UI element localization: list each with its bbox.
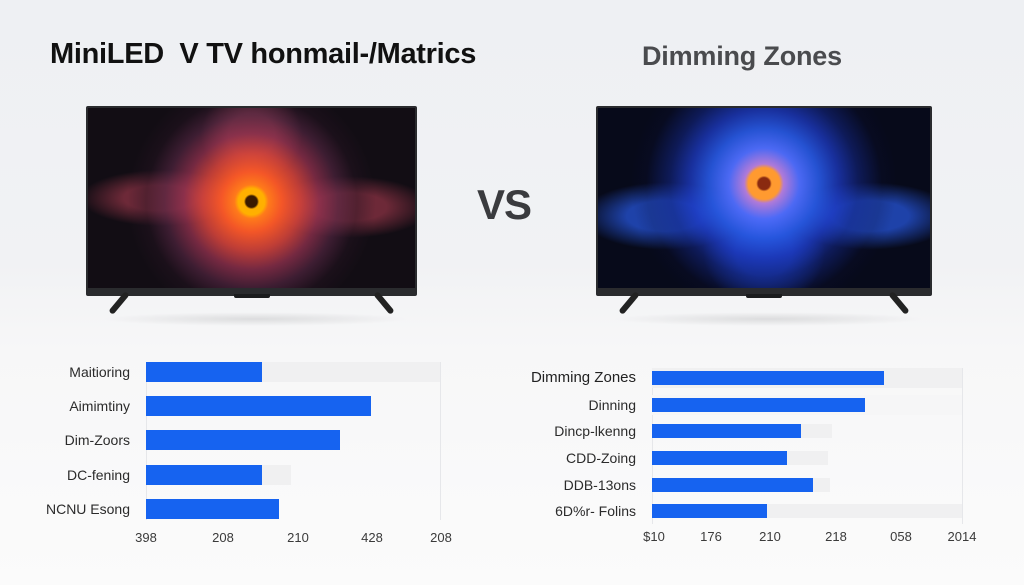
y-axis-line	[652, 368, 653, 524]
tv-left-logo-tab	[233, 294, 270, 298]
bar	[652, 424, 801, 438]
tv-left-bezel	[86, 106, 417, 296]
bar-chart-right: Dimming Zones Dinning Dincp-lkenng CDD-Z…	[531, 368, 976, 544]
x-tick-label: 208	[430, 530, 452, 545]
bar	[146, 499, 279, 519]
category-label: Dimming Zones	[530, 369, 636, 386]
x-tick-label: 398	[135, 530, 157, 545]
bar	[146, 430, 340, 450]
bar	[652, 398, 865, 412]
x-tick-label: $10	[643, 529, 665, 544]
bar	[146, 396, 371, 416]
chart-row: DDB-13ons	[564, 475, 962, 495]
vs-label: VS	[477, 181, 532, 228]
x-tick-label: 058	[890, 529, 912, 544]
bar	[146, 465, 262, 485]
chart-row: Dim-Zoors	[65, 430, 440, 450]
bar	[146, 362, 262, 382]
right-grid-line	[440, 362, 441, 520]
category-label: CDD-Zoing	[565, 450, 636, 466]
bar	[652, 371, 884, 385]
x-tick-label: 2014	[947, 529, 977, 544]
x-tick-label: 210	[287, 530, 309, 545]
category-label: Dinning	[588, 397, 636, 413]
tv-right-logo-tab	[746, 294, 782, 298]
tv-right-shadow	[610, 312, 926, 326]
x-tick-label: 208	[212, 530, 234, 545]
category-label: DDB-13ons	[563, 477, 636, 493]
bar	[652, 451, 787, 465]
tv-right-bezel	[596, 106, 932, 296]
bar	[652, 478, 813, 492]
title-left: MiniLED V TV honmail-/Matrics	[50, 38, 477, 70]
bar-chart-left: Maitioring Aimimtiny Dim-Zoors DC-fening…	[46, 362, 452, 545]
category-label: Dim-Zoors	[64, 432, 130, 448]
chart-row: Dincp-lkenng	[554, 421, 962, 441]
category-label: 6D%r- Folins	[555, 503, 636, 519]
chart-row: Dimming Zones	[531, 368, 962, 388]
bar	[652, 504, 767, 518]
category-label: Maitioring	[69, 364, 130, 380]
chart-row: DC-fening	[67, 465, 440, 485]
chart-row: CDD-Zoing	[566, 448, 962, 468]
x-tick-label: 218	[825, 529, 847, 544]
tv-left	[86, 106, 417, 316]
chart-row: 6D%r- Folins	[555, 501, 962, 521]
tv-left-shadow	[100, 312, 410, 326]
chart-row: Maitioring	[69, 362, 440, 382]
chart-row: Dinning	[589, 395, 962, 415]
category-label: Aimimtiny	[69, 398, 130, 414]
category-label: NCNU Esong	[45, 501, 130, 517]
right-grid-line	[962, 368, 963, 524]
tv-left-screen-flower-image	[88, 108, 415, 288]
title-right: Dimming Zones	[642, 41, 842, 71]
x-tick-label: 210	[759, 529, 781, 544]
tv-right	[596, 106, 932, 316]
tv-right-screen-flower-image	[598, 108, 930, 288]
x-tick-label: 176	[700, 529, 722, 544]
chart-row: NCNU Esong	[46, 499, 440, 519]
chart-row: Aimimtiny	[69, 396, 440, 416]
category-label: DC-fening	[66, 467, 130, 483]
x-tick-label: 428	[361, 530, 383, 545]
category-label: Dincp-lkenng	[554, 423, 636, 439]
